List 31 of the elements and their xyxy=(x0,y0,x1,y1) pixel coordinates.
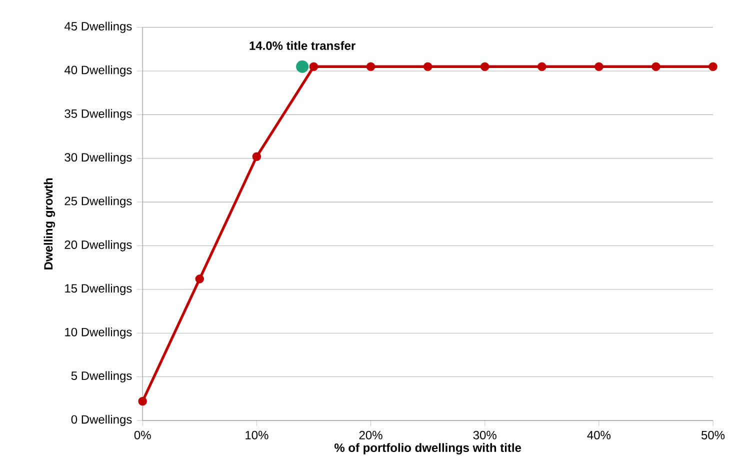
point xyxy=(138,396,148,406)
y-tick-label: 35 Dwellings xyxy=(64,109,132,120)
point xyxy=(594,62,604,72)
y-tick-label: 20 Dwellings xyxy=(64,240,132,252)
point xyxy=(652,62,660,72)
y-tick-label: 45 Dwellings xyxy=(64,22,132,34)
x-tick-label: 0% xyxy=(134,430,151,440)
y-tick-label: 15 Dwellings xyxy=(65,284,132,296)
x-tick-label: 30% xyxy=(473,430,496,440)
point xyxy=(252,152,262,162)
y-tick-label: 10 Dwellings xyxy=(65,328,132,339)
point xyxy=(708,62,718,72)
x-tick-label: 10% xyxy=(246,430,268,440)
y-tick-label: 40 Dwellings xyxy=(64,66,132,77)
x-axis-title: % of portfolio dwellings with title xyxy=(334,443,522,455)
point xyxy=(423,62,432,72)
point xyxy=(366,62,376,72)
point xyxy=(309,62,318,72)
point xyxy=(537,62,546,72)
x-tick-label: 20% xyxy=(359,430,382,440)
point xyxy=(480,62,490,72)
x-tick-label: 40% xyxy=(587,430,611,440)
point xyxy=(195,274,204,284)
y-tick-label: 5 Dwellings xyxy=(71,371,132,382)
annotation: 14.0% title transfer xyxy=(250,41,356,50)
y-tick-label: 30 Dwellings xyxy=(64,152,132,164)
y-axis-title: Dwelling growth xyxy=(44,178,56,270)
y-tick-label: 0 Dwellings xyxy=(71,414,132,426)
x-tick-label: 50% xyxy=(701,430,725,440)
y-tick-label: 25 Dwellings xyxy=(64,196,132,208)
point xyxy=(296,60,309,74)
